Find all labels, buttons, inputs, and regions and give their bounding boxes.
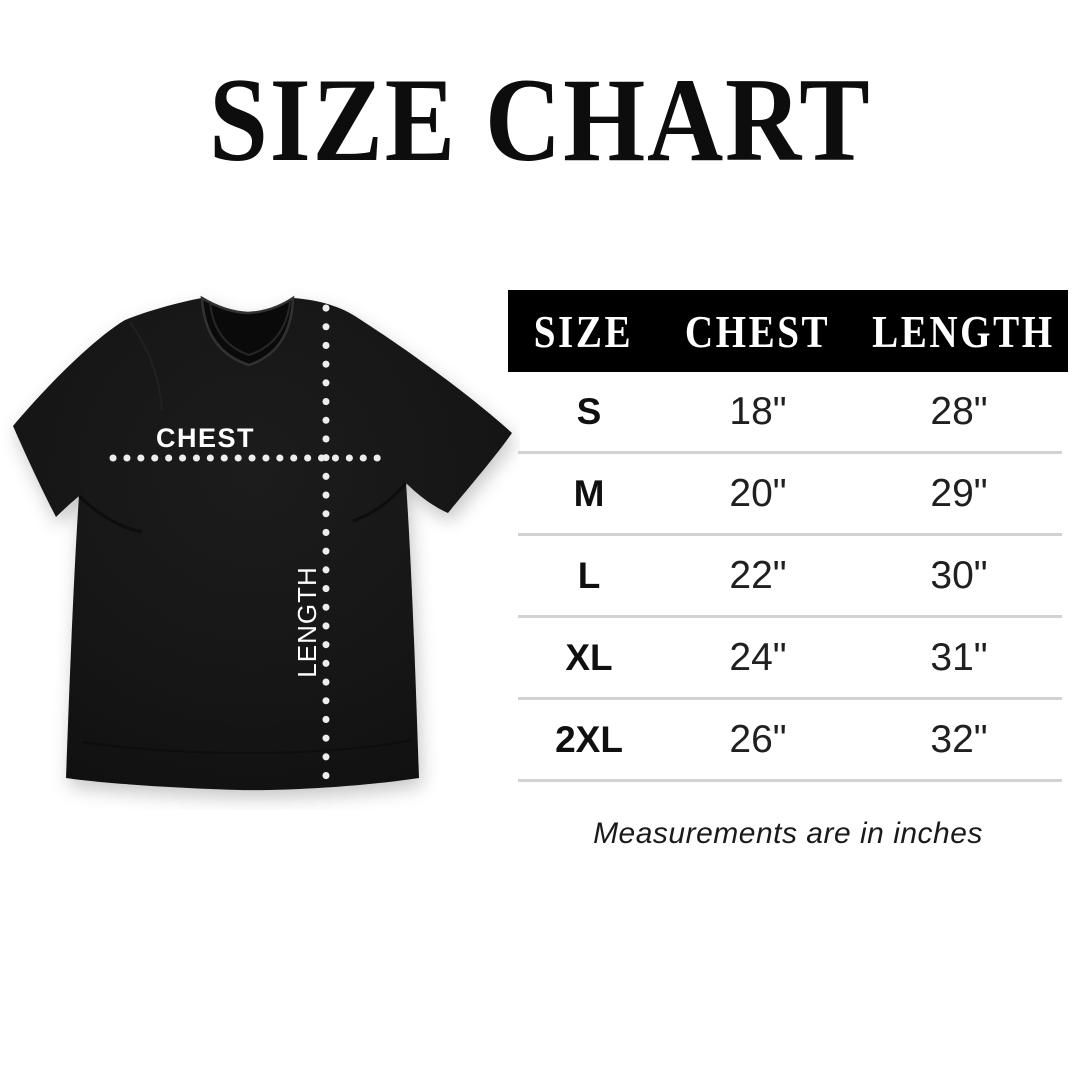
header-chest: CHEST [684, 305, 830, 357]
header-size: SIZE [533, 305, 633, 357]
table-row: M 20" 29" [518, 454, 1062, 536]
size-cell: 2XL [555, 718, 623, 760]
chest-label: CHEST [156, 423, 255, 453]
size-table: SIZE CHEST LENGTH S 18" 28" M 20" 29" L … [508, 290, 1068, 851]
size-cell: M [573, 472, 605, 514]
chest-cell: 26" [729, 717, 787, 761]
chest-cell: 20" [729, 471, 787, 515]
length-label: LENGTH [292, 566, 322, 677]
length-cell: 30" [930, 553, 988, 597]
page-title: SIZE CHART [0, 60, 1080, 180]
tshirt-silhouette [13, 295, 512, 791]
table-header: SIZE CHEST LENGTH [508, 290, 1068, 372]
table-row: S 18" 28" [518, 372, 1062, 454]
length-cell: 28" [930, 389, 988, 433]
table-row: L 22" 30" [518, 536, 1062, 618]
page-title-text: SIZE CHART [208, 53, 872, 186]
size-cell: S [576, 390, 602, 432]
chest-cell: 22" [729, 553, 787, 597]
length-cell: 32" [930, 717, 988, 761]
header-length: LENGTH [872, 305, 1055, 357]
size-cell: XL [565, 636, 613, 678]
measurement-note: Measurements are in inches [593, 817, 983, 850]
table-body: S 18" 28" M 20" 29" L 22" 30" XL 24" 31"… [508, 372, 1068, 782]
table-row: 2XL 26" 32" [518, 700, 1062, 782]
length-cell: 29" [930, 471, 988, 515]
collar [200, 295, 295, 367]
table-row: XL 24" 31" [518, 618, 1062, 700]
tshirt-diagram: CHEST LENGTH [0, 270, 520, 810]
length-cell: 31" [930, 635, 988, 679]
chest-cell: 24" [729, 635, 787, 679]
size-cell: L [577, 554, 601, 596]
tshirt-svg: CHEST LENGTH [13, 295, 512, 792]
chest-cell: 18" [729, 389, 787, 433]
